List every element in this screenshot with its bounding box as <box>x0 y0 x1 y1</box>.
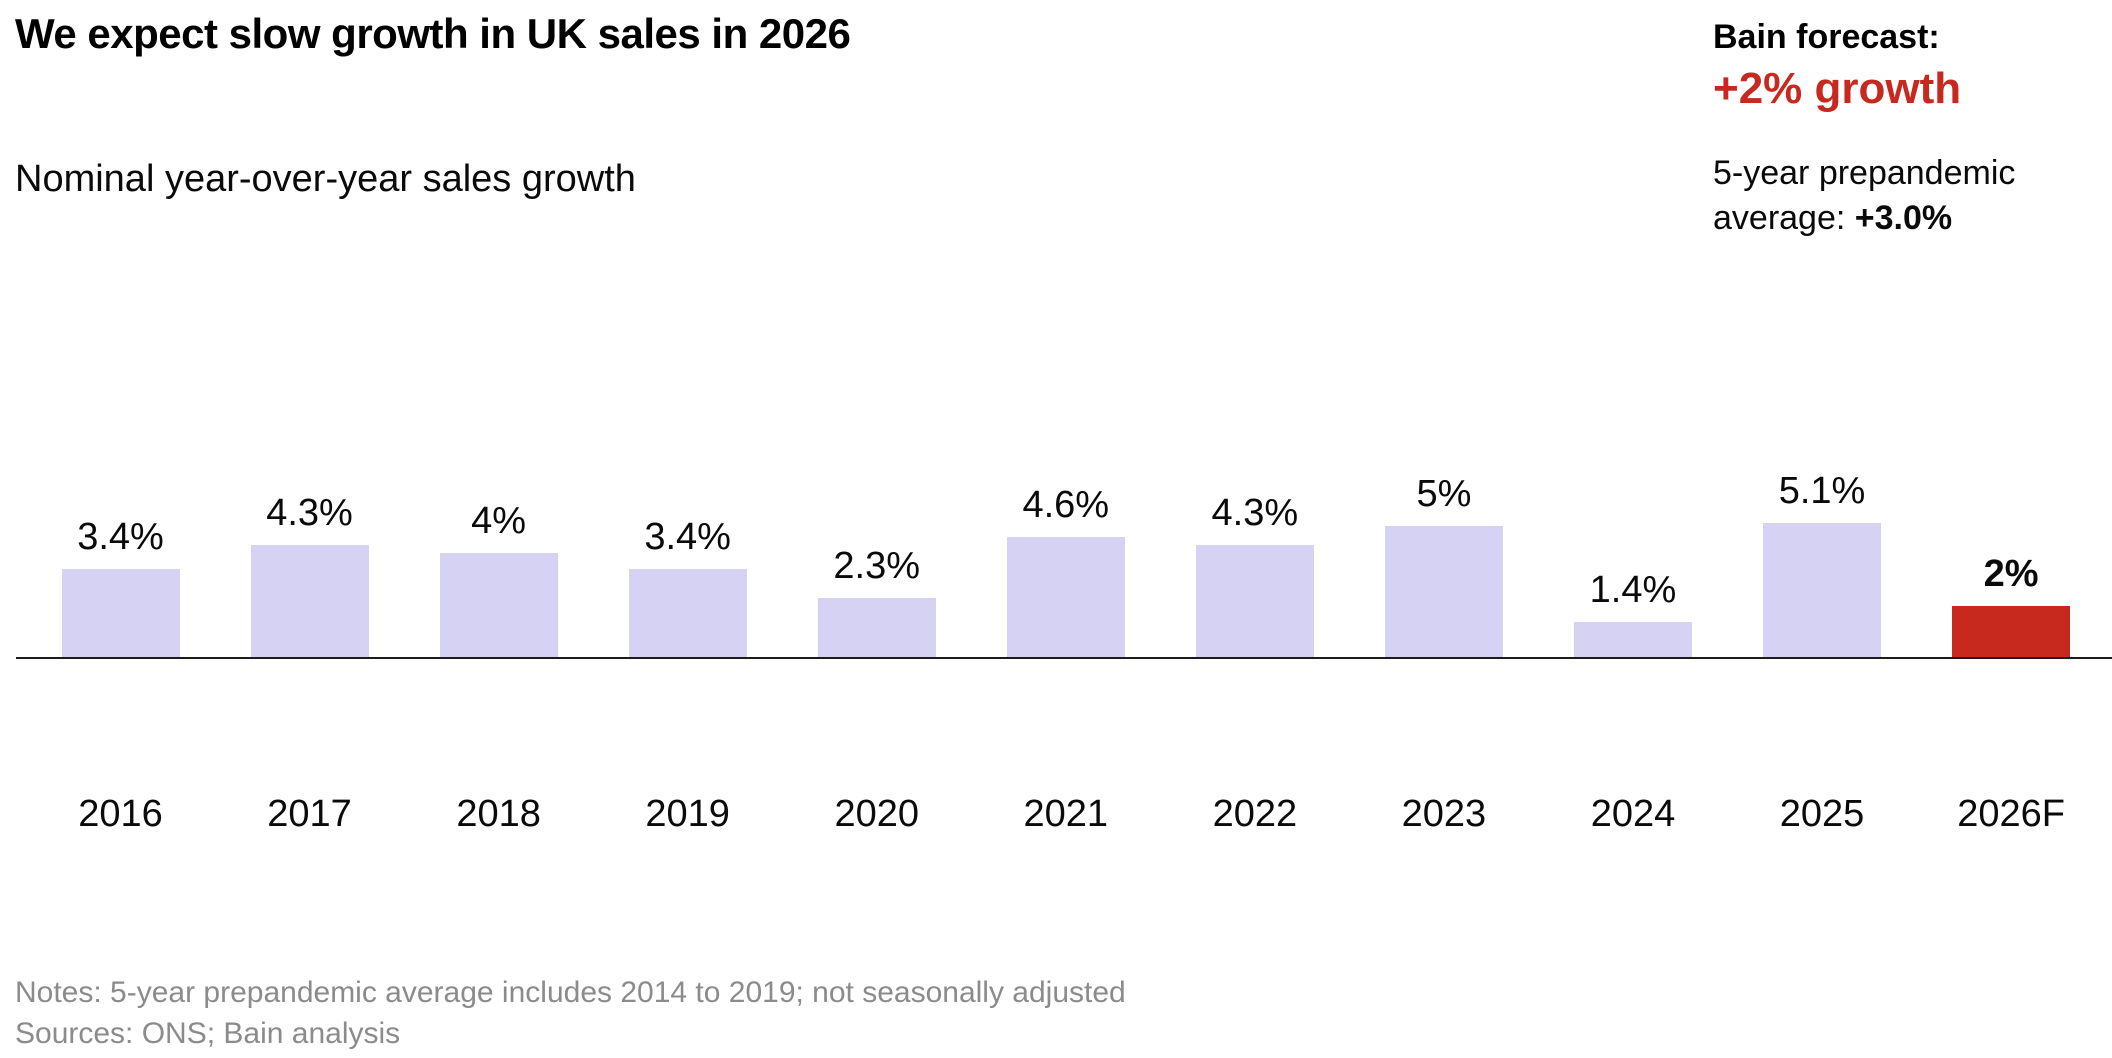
x-axis-line <box>16 657 2112 659</box>
bar-2016 <box>61 569 180 659</box>
forecast-annotation: Bain forecast: +2% growth 5-year prepand… <box>1713 16 2103 241</box>
bar-value-label-2020: 2.3% <box>833 545 921 587</box>
bar-group-2026F: 2% <box>1952 546 2071 659</box>
plot-area: 3.4% 4.3% 4% 3.4% 2.3% 4.6% 4.3% 5% 1.4% 5.1% 2% <box>61 463 2071 659</box>
bar-value-label-2017: 4.3% <box>266 492 353 534</box>
bar-group-2018: 4% <box>439 493 558 659</box>
bar-value-label-2018: 4% <box>471 500 527 542</box>
chart-title: We expect slow growth in UK sales in 202… <box>15 10 851 57</box>
bar-2023 <box>1384 526 1503 659</box>
prepandemic-average-line1: 5-year prepandemic <box>1713 154 2016 193</box>
x-axis-label-2026F: 2026F <box>1957 793 2065 835</box>
bar-value-label-2025: 5.1% <box>1778 470 1866 512</box>
x-axis-label-2017: 2017 <box>267 793 352 835</box>
sources-line: Sources: ONS; Bain analysis <box>15 1017 401 1051</box>
bar-group-2025: 5.1% <box>1763 463 1882 659</box>
bar-value-label-2026F: 2% <box>1983 553 2039 595</box>
x-axis-label-2020: 2020 <box>834 793 919 835</box>
notes-line: Notes: 5-year prepandemic average includ… <box>15 976 1126 1009</box>
bar-value-label-2023: 5% <box>1416 473 1472 515</box>
bar-value-label-2022: 4.3% <box>1211 492 1299 534</box>
x-axis-label-2016: 2016 <box>78 793 163 835</box>
prepandemic-average-prefix: average: <box>1713 199 1855 238</box>
bar-group-2021: 4.6% <box>1006 477 1125 659</box>
bar-group-2019: 3.4% <box>628 509 747 659</box>
bar-group-2020: 2.3% <box>817 538 936 659</box>
footer-notes: Notes: 5-year prepandemic average includ… <box>15 972 1126 1055</box>
chart-subtitle: Nominal year-over-year sales growth <box>15 158 636 200</box>
bar-2021 <box>1006 537 1125 659</box>
bar-group-2024: 1.4% <box>1573 562 1692 659</box>
x-axis-label-2024: 2024 <box>1590 793 1676 835</box>
bar-value-label-2019: 3.4% <box>644 516 731 558</box>
x-axis-label-2019: 2019 <box>645 793 730 835</box>
bar-group-2022: 4.3% <box>1195 485 1314 659</box>
x-axis-label-2023: 2023 <box>1401 793 1487 835</box>
bar-group-2016: 3.4% <box>61 509 180 659</box>
bar-2018 <box>439 553 558 659</box>
bar-2017 <box>250 545 369 659</box>
bar-value-label-2024: 1.4% <box>1589 569 1677 611</box>
x-axis-label-2025: 2025 <box>1779 793 1865 835</box>
bar-value-label-2021: 4.6% <box>1022 484 1110 526</box>
bar-2025 <box>1763 523 1882 659</box>
bar-2020 <box>817 598 936 659</box>
x-axis-label-2018: 2018 <box>456 793 541 835</box>
forecast-value: +2% growth <box>1713 63 1962 113</box>
bar-value-label-2016: 3.4% <box>77 516 164 558</box>
bar-group-2017: 4.3% <box>250 485 369 659</box>
prepandemic-average-note: 5-year prepandemic average: +3.0% <box>1713 151 2103 241</box>
bar-2024 <box>1573 622 1692 659</box>
forecast-label: Bain forecast: <box>1713 18 1940 56</box>
bar-group-2023: 5% <box>1384 466 1503 659</box>
x-axis-label-2022: 2022 <box>1212 793 1298 835</box>
x-axis-label-2021: 2021 <box>1023 793 1109 835</box>
bar-2019 <box>628 569 747 659</box>
prepandemic-average-value: +3.0% <box>1854 199 1953 238</box>
bar-2022 <box>1195 545 1314 659</box>
bar-2026F <box>1952 606 2071 659</box>
